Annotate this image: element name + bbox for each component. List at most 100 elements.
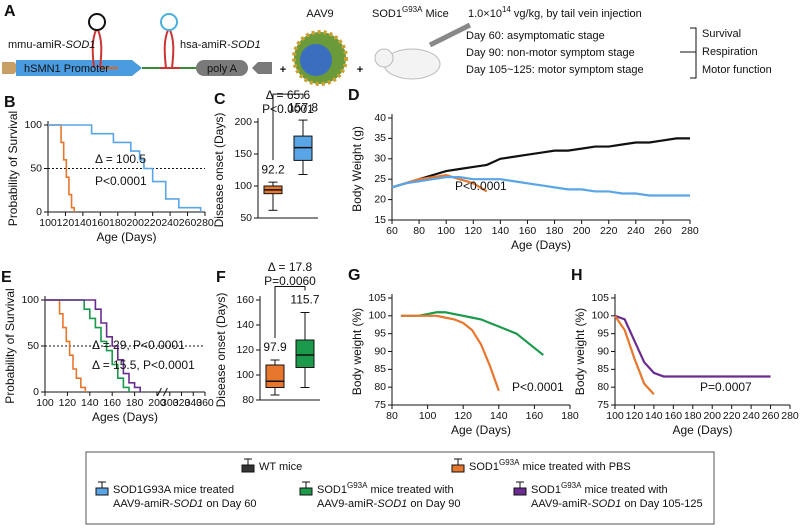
x-tick-label: 200 — [573, 225, 591, 237]
text-part: 14 — [502, 5, 511, 14]
x-axis-label: Age (Days) — [511, 238, 571, 252]
box — [295, 339, 315, 368]
y-tick-label: 20 — [374, 193, 386, 205]
y-tick-label: 75 — [374, 399, 386, 411]
y-tick-label: 160 — [236, 294, 254, 306]
y-tick-label: 150 — [234, 148, 252, 160]
promoter-label: hSMN1 Promoter — [24, 63, 109, 75]
annotation: Δ = 17.8 — [268, 260, 313, 274]
x-tick-label: 260 — [762, 410, 780, 422]
x-tick-label: 140 — [490, 410, 508, 422]
y-tick-label: 50 — [27, 340, 39, 352]
legend-swatch — [513, 487, 527, 496]
panel-label: A — [4, 3, 16, 20]
line-series — [391, 176, 690, 197]
text-part: AAV9-amiR- — [113, 498, 174, 510]
plus: + — [280, 64, 286, 76]
survival-curve — [45, 299, 130, 392]
y-axis-label: Probability of Survival — [6, 111, 20, 226]
panel-label: G — [348, 267, 360, 284]
y-tick-label: 95 — [374, 327, 386, 339]
legend-label: AAV9-amiR-SOD1 on Day 90 — [317, 498, 460, 510]
x-tick-label: 200 — [126, 217, 144, 229]
y-tick-label: 75 — [597, 399, 609, 411]
line-series — [614, 314, 771, 378]
y-tick-label: 80 — [374, 381, 386, 393]
text-part: SOD1 — [469, 461, 499, 473]
x-tick-label: 120 — [59, 397, 77, 409]
annotation: P<0.0001 — [95, 174, 147, 188]
y-tick-label: 105 — [368, 292, 386, 304]
y-tick-label: 35 — [374, 132, 386, 144]
annotation: Δ = 65.6 — [266, 88, 311, 102]
y-tick-label: 90 — [597, 345, 609, 357]
y-tick-label: 0 — [36, 206, 42, 218]
text-part: SOD1 — [591, 498, 621, 510]
text-part: mmu-amiR- — [8, 39, 66, 51]
y-axis-label: Body weight (%) — [573, 308, 587, 395]
x-tick-label: 320 — [173, 397, 191, 409]
outcome-label: Motor function — [702, 64, 772, 76]
text-part: SOD1 — [531, 484, 561, 496]
outcome-label: Survival — [702, 28, 741, 40]
text-part: AAV9-amiR- — [531, 498, 592, 510]
y-tick-label: 120 — [236, 344, 254, 356]
text-part: SOD1 — [173, 498, 203, 510]
x-tick-label: 300 — [161, 397, 179, 409]
stage-label: Day 105~125: motor symptom stage — [466, 64, 644, 76]
survival-curve — [48, 124, 202, 212]
y-tick-label: 85 — [597, 363, 609, 375]
survival-curve — [48, 124, 75, 212]
annotation: P=0.0007 — [700, 380, 752, 394]
x-tick-label: 180 — [546, 225, 564, 237]
x-tick-label: 340 — [185, 397, 203, 409]
y-tick-label: 80 — [597, 381, 609, 393]
x-tick-label: 100 — [419, 410, 437, 422]
construct-label: mmu-amiR-SOD1 — [8, 39, 95, 51]
y-tick-label: 100 — [591, 310, 609, 322]
x-tick-label: 80 — [413, 225, 425, 237]
y-axis-label: Disease onset (Days) — [214, 293, 228, 408]
legend-swatch — [95, 487, 109, 496]
dose-label: 1.0×1014 vg/kg, by tail vein injection — [468, 5, 642, 20]
text-part: hsa-amiR- — [180, 39, 231, 51]
panel-label: D — [348, 87, 360, 104]
x-tick-label: 120 — [454, 410, 472, 422]
x-tick-label: 160 — [526, 410, 544, 422]
vector-label: AAV9 — [306, 8, 333, 20]
x-tick-label: 140 — [492, 225, 510, 237]
legend-label: WT mice — [259, 461, 302, 473]
y-tick-label: 100 — [368, 310, 386, 322]
axis-break — [156, 387, 168, 397]
legend-swatch — [299, 487, 313, 496]
x-tick-label: 100 — [606, 410, 624, 422]
x-tick-label: 120 — [626, 410, 644, 422]
x-tick-label: 280 — [681, 225, 699, 237]
panel-label: H — [571, 267, 583, 284]
y-tick-label: 100 — [21, 294, 39, 306]
line-series — [614, 315, 655, 396]
text-part: mice treated with — [367, 484, 453, 496]
x-tick-label: 180 — [561, 410, 579, 422]
text-part: SOD1 — [372, 8, 402, 20]
x-tick-label: 160 — [519, 225, 537, 237]
text-part: SOD1 — [377, 498, 407, 510]
text-part: SOD1 — [231, 39, 261, 51]
x-axis-label: Age (Days) — [672, 423, 732, 437]
x-axis-label: Age (Days) — [451, 423, 511, 437]
text-part: G93A — [499, 458, 520, 467]
x-tick-label: 240 — [742, 410, 760, 422]
text-part: mice treated with — [581, 484, 667, 496]
y-tick-label: 200 — [234, 116, 252, 128]
y-tick-label: 15 — [374, 214, 386, 226]
survival-curve — [45, 299, 87, 392]
legend-label: SOD1G93A mice treated — [113, 484, 234, 496]
annotation: Δ = 15.5, P<0.0001 — [92, 358, 195, 372]
y-axis-label: Disease onset (Days) — [212, 113, 226, 228]
legend-swatch — [451, 464, 465, 473]
legend-label: AAV9-amiR-SOD1 on Day 105-125 — [531, 498, 703, 510]
y-tick-label: 105 — [591, 292, 609, 304]
mean-label: 97.9 — [263, 340, 287, 354]
annotation: Δ = 29, P<0.0001 — [92, 338, 185, 352]
